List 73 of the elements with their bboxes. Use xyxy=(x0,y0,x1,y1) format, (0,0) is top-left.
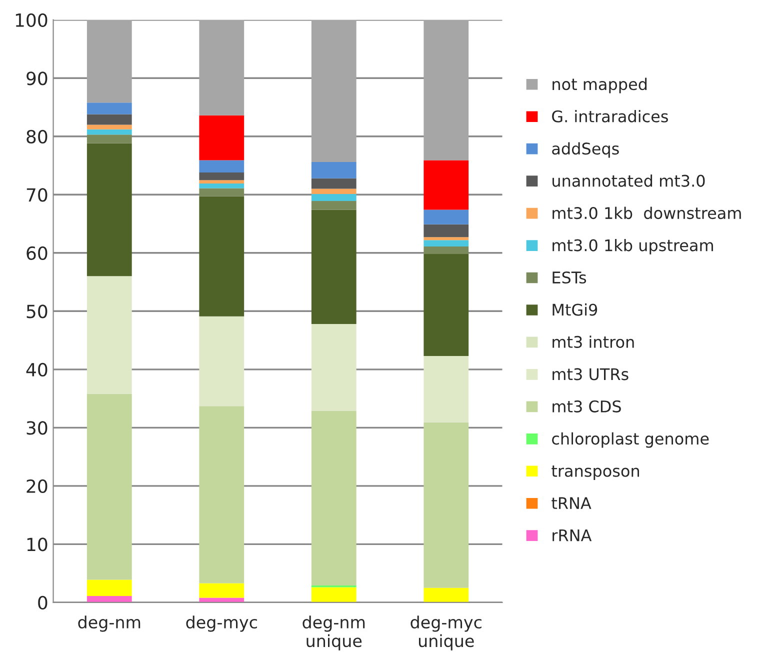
legend-label: not mapped xyxy=(552,78,647,94)
y-tick-label: 60 xyxy=(26,246,48,260)
legend-label: MtGi9 xyxy=(552,303,598,316)
bar xyxy=(199,20,244,116)
x-tick-label: deg-myc xyxy=(186,616,257,632)
x-tick-label: deg-myc unique xyxy=(410,616,482,650)
bar xyxy=(199,115,244,160)
bar xyxy=(199,583,244,598)
bar xyxy=(424,237,469,240)
bar xyxy=(199,180,244,184)
bar xyxy=(86,276,132,394)
bar xyxy=(199,184,244,188)
bar xyxy=(311,201,356,210)
bar xyxy=(424,356,469,422)
legend-label: mt3.0 1kb upstream xyxy=(552,238,713,254)
bar xyxy=(199,160,244,172)
bar xyxy=(86,114,132,125)
y-tick-label: 30 xyxy=(26,421,48,435)
bar xyxy=(424,210,469,224)
y-tick-label: 100 xyxy=(16,13,48,27)
y-tick-label: 90 xyxy=(26,72,48,86)
legend-label: chloroplast genome xyxy=(552,432,709,448)
bar xyxy=(86,102,132,114)
legend-label: mt3 CDS xyxy=(552,400,621,412)
legend-label: unannotated mt3.0 xyxy=(552,174,705,187)
bar xyxy=(311,188,356,194)
y-tick-label: 80 xyxy=(26,130,48,144)
bar xyxy=(86,129,132,135)
y-tick-label: 0 xyxy=(38,596,48,610)
y-tick-label: 10 xyxy=(27,538,48,552)
y-tick-label: 40 xyxy=(26,362,48,377)
bar xyxy=(86,124,132,130)
bar xyxy=(311,210,356,324)
legend-label: mt3 intron xyxy=(552,336,634,348)
bar xyxy=(311,178,356,189)
bar xyxy=(86,20,132,103)
bar xyxy=(311,410,356,586)
bar xyxy=(86,596,132,602)
bar xyxy=(199,188,244,196)
y-tick-label: 20 xyxy=(26,479,48,494)
legend-label: transposon xyxy=(552,465,640,480)
bar xyxy=(424,588,469,602)
bar xyxy=(86,143,132,276)
bar xyxy=(311,587,356,602)
bar xyxy=(311,324,356,411)
y-tick-label: 50 xyxy=(26,304,48,318)
bar xyxy=(86,134,132,144)
legend-label: addSeqs xyxy=(552,142,619,158)
legend-label: rRNA xyxy=(552,530,592,542)
legend-label: mt3 UTRs xyxy=(552,368,628,380)
bar xyxy=(424,240,469,246)
bar xyxy=(86,580,132,596)
bar xyxy=(424,20,469,160)
bar xyxy=(311,162,356,178)
bar xyxy=(424,422,469,588)
legend-label: G. intraradices xyxy=(552,110,668,122)
bar xyxy=(199,316,244,406)
legend-label: ESTs xyxy=(552,271,586,284)
bar xyxy=(424,254,469,356)
bar xyxy=(199,196,244,316)
x-tick-label: deg-nm unique xyxy=(302,616,365,650)
bar xyxy=(424,224,469,238)
y-tick-label: 70 xyxy=(26,188,48,202)
bar xyxy=(199,406,244,584)
bar xyxy=(86,394,132,580)
bar xyxy=(311,20,356,162)
bar xyxy=(424,246,469,254)
legend-label: mt3.0 1kb downstream xyxy=(552,206,741,220)
x-tick-label: deg-nm xyxy=(78,616,140,632)
legend-label: tRNA xyxy=(552,497,592,509)
bar xyxy=(424,160,469,210)
bar xyxy=(199,172,244,180)
bar xyxy=(311,194,356,202)
